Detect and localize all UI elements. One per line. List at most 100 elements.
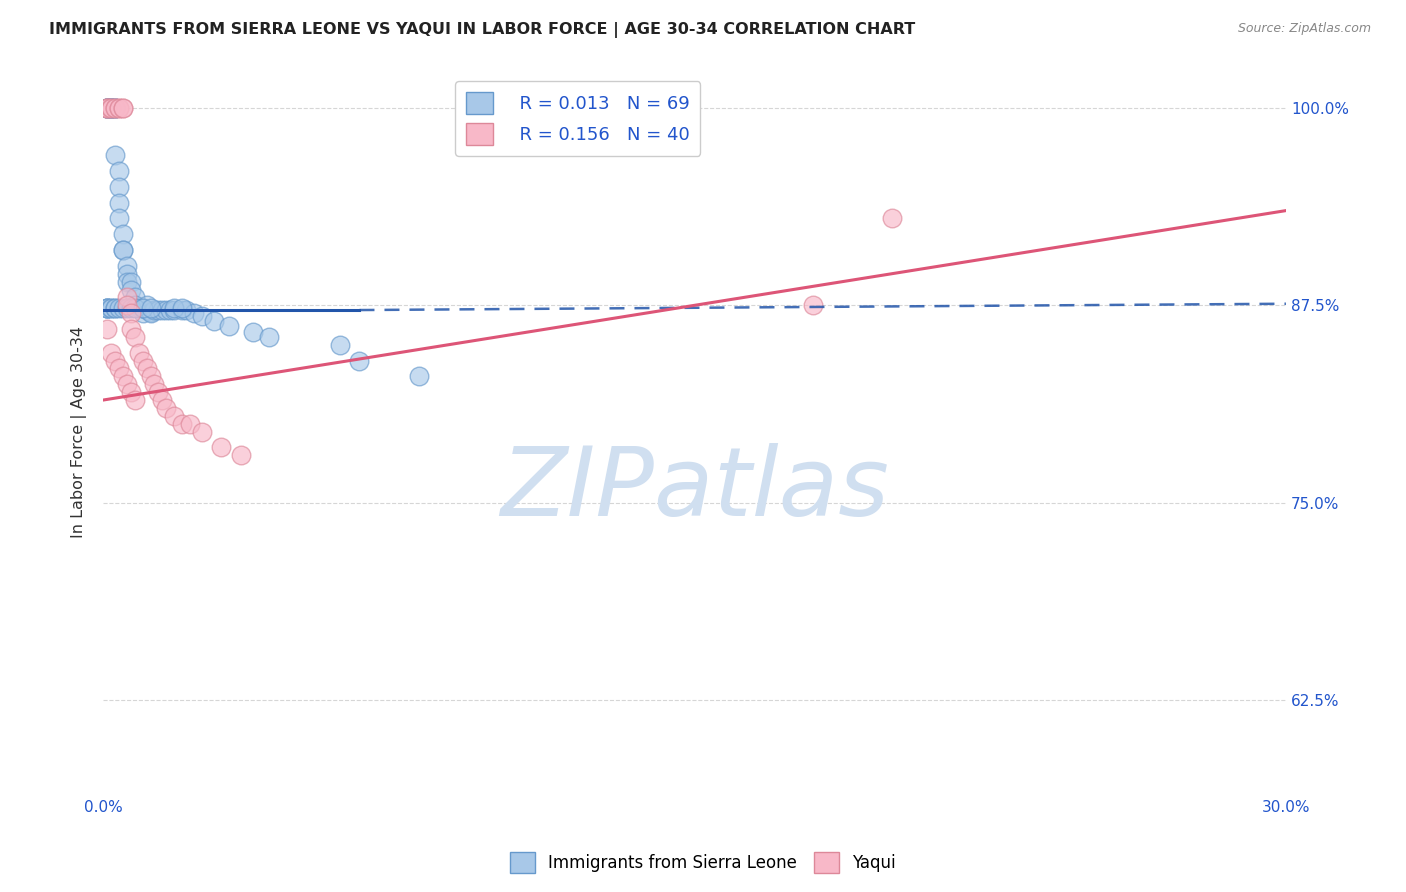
Point: [218, 318, 240, 333]
Point: [111, 369, 134, 384]
Point: [108, 164, 131, 178]
Point: [115, 301, 138, 316]
Point: [104, 101, 127, 115]
Point: [150, 392, 173, 407]
Point: [170, 301, 193, 316]
Point: [100, 101, 122, 115]
Point: [96, 101, 118, 115]
Point: [104, 101, 127, 115]
Point: [135, 298, 157, 312]
Point: [96, 101, 118, 115]
Point: [100, 101, 122, 115]
Text: IMMIGRANTS FROM SIERRA LEONE VS YAQUI IN LABOR FORCE | AGE 30-34 CORRELATION CHA: IMMIGRANTS FROM SIERRA LEONE VS YAQUI IN…: [49, 22, 915, 38]
Point: [139, 306, 162, 320]
Point: [163, 409, 186, 423]
Point: [111, 243, 134, 257]
Point: [124, 298, 146, 312]
Point: [108, 101, 131, 115]
Point: [174, 303, 197, 318]
Point: [148, 385, 170, 400]
Point: [96, 101, 118, 115]
Point: [124, 330, 146, 344]
Point: [115, 275, 138, 289]
Point: [131, 301, 153, 316]
Text: Source: ZipAtlas.com: Source: ZipAtlas.com: [1237, 22, 1371, 36]
Point: [124, 301, 146, 316]
Point: [111, 101, 134, 115]
Point: [100, 345, 122, 359]
Point: [115, 259, 138, 273]
Point: [135, 361, 157, 376]
Point: [111, 227, 134, 242]
Point: [96, 301, 118, 316]
Point: [96, 301, 118, 316]
Point: [120, 283, 142, 297]
Point: [135, 303, 157, 318]
Point: [120, 275, 142, 289]
Point: [170, 417, 193, 431]
Point: [100, 101, 122, 115]
Point: [880, 211, 903, 226]
Point: [108, 101, 131, 115]
Point: [115, 298, 138, 312]
Point: [108, 361, 131, 376]
Point: [120, 306, 142, 320]
Point: [115, 267, 138, 281]
Point: [111, 301, 134, 316]
Point: [96, 322, 118, 336]
Text: ZIPatlas: ZIPatlas: [501, 443, 889, 536]
Point: [191, 425, 214, 439]
Point: [96, 101, 118, 115]
Point: [104, 148, 127, 162]
Point: [170, 303, 193, 318]
Point: [143, 377, 166, 392]
Point: [139, 369, 162, 384]
Point: [139, 304, 162, 318]
Point: [100, 101, 122, 115]
Point: [159, 303, 181, 318]
Point: [131, 306, 153, 320]
Point: [120, 301, 142, 316]
Point: [104, 101, 127, 115]
Point: [96, 301, 118, 316]
Point: [120, 322, 142, 336]
Point: [242, 325, 264, 339]
Point: [179, 417, 201, 431]
Point: [108, 180, 131, 194]
Point: [131, 353, 153, 368]
Point: [104, 353, 127, 368]
Point: [120, 385, 142, 400]
Point: [104, 301, 127, 316]
Y-axis label: In Labor Force | Age 30-34: In Labor Force | Age 30-34: [72, 326, 87, 538]
Point: [139, 301, 162, 316]
Point: [202, 314, 225, 328]
Point: [163, 301, 186, 316]
Point: [191, 310, 214, 324]
Point: [115, 290, 138, 304]
Point: [100, 101, 122, 115]
Point: [111, 101, 134, 115]
Point: [124, 290, 146, 304]
Point: [96, 101, 118, 115]
Point: [128, 301, 150, 316]
Point: [349, 353, 371, 368]
Point: [108, 211, 131, 226]
Point: [124, 392, 146, 407]
Point: [115, 377, 138, 392]
Point: [100, 101, 122, 115]
Legend:   R = 0.013   N = 69,   R = 0.156   N = 40: R = 0.013 N = 69, R = 0.156 N = 40: [456, 81, 700, 156]
Point: [100, 301, 122, 316]
Point: [131, 301, 153, 316]
Point: [801, 298, 824, 312]
Point: [408, 369, 430, 384]
Point: [329, 338, 352, 352]
Point: [104, 301, 127, 316]
Point: [148, 303, 170, 318]
Point: [108, 301, 131, 316]
Point: [100, 101, 122, 115]
Point: [257, 330, 280, 344]
Point: [211, 441, 233, 455]
Point: [96, 101, 118, 115]
Point: [104, 101, 127, 115]
Point: [128, 345, 150, 359]
